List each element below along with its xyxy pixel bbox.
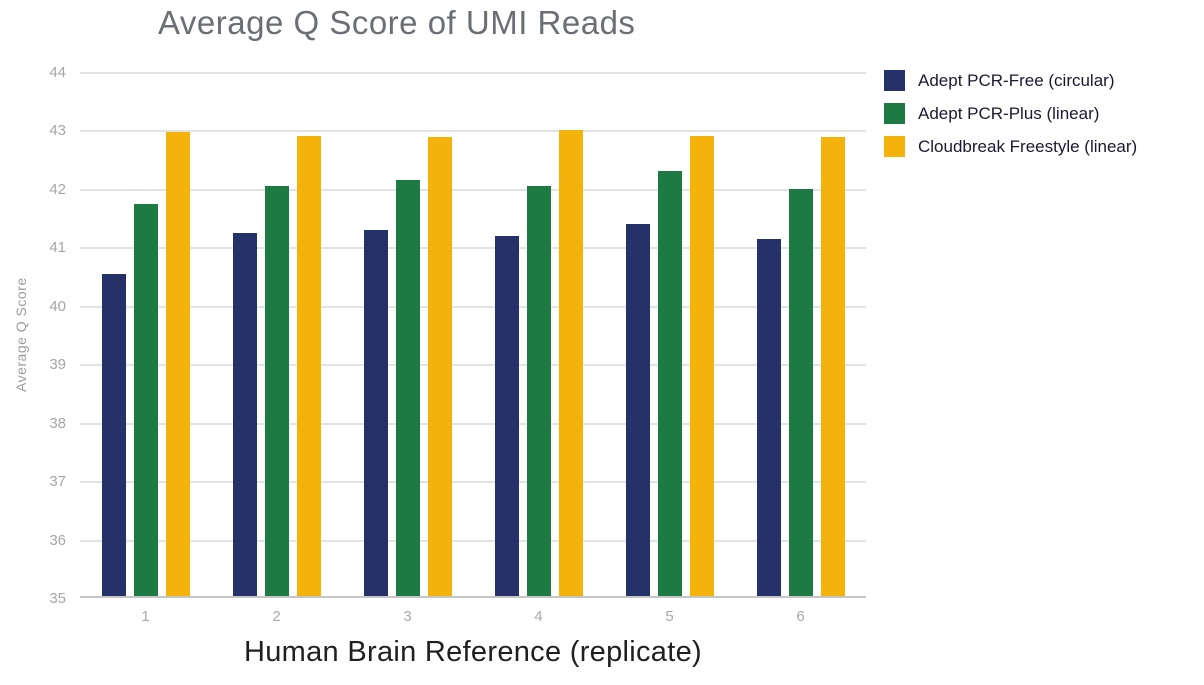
bar (756, 238, 781, 598)
legend-label: Adept PCR-Plus (linear) (918, 103, 1100, 123)
gridline (80, 72, 866, 74)
legend-item: Adept PCR-Plus (linear) (884, 103, 1137, 124)
y-tick-label: 38 (49, 414, 66, 432)
plot-area (80, 72, 866, 598)
legend-swatch (884, 103, 905, 124)
bar-groups (80, 72, 866, 598)
bar-group (604, 72, 735, 598)
bar-group (211, 72, 342, 598)
legend-swatch (884, 136, 905, 157)
bar (395, 180, 420, 598)
y-tick-label: 44 (49, 64, 66, 81)
bar-group (473, 72, 604, 598)
gridline (80, 364, 866, 367)
y-tick-label: 40 (49, 297, 66, 315)
bar (296, 136, 321, 598)
bar (363, 229, 388, 598)
bar (788, 188, 813, 598)
legend-item: Adept PCR-Free (circular) (884, 70, 1137, 91)
bar (657, 171, 682, 598)
gridline (80, 422, 866, 425)
gridline (80, 481, 866, 484)
bar (232, 232, 257, 598)
y-tick-label: 35 (49, 590, 66, 607)
legend-item: Cloudbreak Freestyle (linear) (884, 136, 1137, 157)
x-axis-tick-labels: 1 2 3 4 5 6 (80, 608, 866, 625)
chart-title: Average Q Score of UMI Reads (158, 4, 636, 41)
y-tick-label: 41 (49, 239, 66, 257)
gridline (80, 188, 866, 191)
gridline (80, 539, 866, 542)
x-axis-title: Human Brain Reference (replicate) (244, 636, 702, 668)
y-tick-label: 37 (49, 473, 66, 491)
bar-group (342, 72, 473, 598)
bar (625, 223, 650, 598)
bar (494, 235, 519, 598)
x-tick-label: 3 (403, 608, 412, 625)
x-axis-line (80, 596, 866, 598)
gridline (80, 130, 866, 133)
bar (101, 273, 126, 598)
x-tick-label: 1 (141, 608, 150, 625)
x-tick-label: 2 (272, 608, 281, 625)
bar (689, 136, 714, 598)
bar (165, 131, 190, 598)
y-tick-label: 43 (49, 122, 66, 140)
bar (820, 137, 845, 598)
bar (558, 130, 583, 598)
legend-label: Cloudbreak Freestyle (linear) (918, 136, 1138, 156)
legend-swatch (884, 70, 905, 91)
y-tick-label: 42 (49, 180, 66, 198)
y-axis-tick-labels: 35 36 37 38 39 40 41 42 43 44 (0, 64, 72, 607)
x-tick-label: 5 (665, 608, 674, 625)
gridline (80, 247, 866, 250)
legend: Adept PCR-Free (circular) Adept PCR-Plus … (884, 70, 1137, 169)
bar (427, 137, 452, 598)
x-tick-label: 4 (534, 608, 543, 625)
x-tick-label: 6 (796, 608, 805, 625)
bar-group (735, 72, 866, 598)
gridline (80, 305, 866, 308)
bar (264, 185, 289, 598)
legend-label: Adept PCR-Free (circular) (918, 70, 1115, 90)
bar-group (80, 72, 211, 598)
bar (526, 185, 551, 598)
y-tick-label: 36 (49, 531, 66, 549)
y-tick-label: 39 (49, 356, 66, 374)
bar (133, 203, 158, 598)
